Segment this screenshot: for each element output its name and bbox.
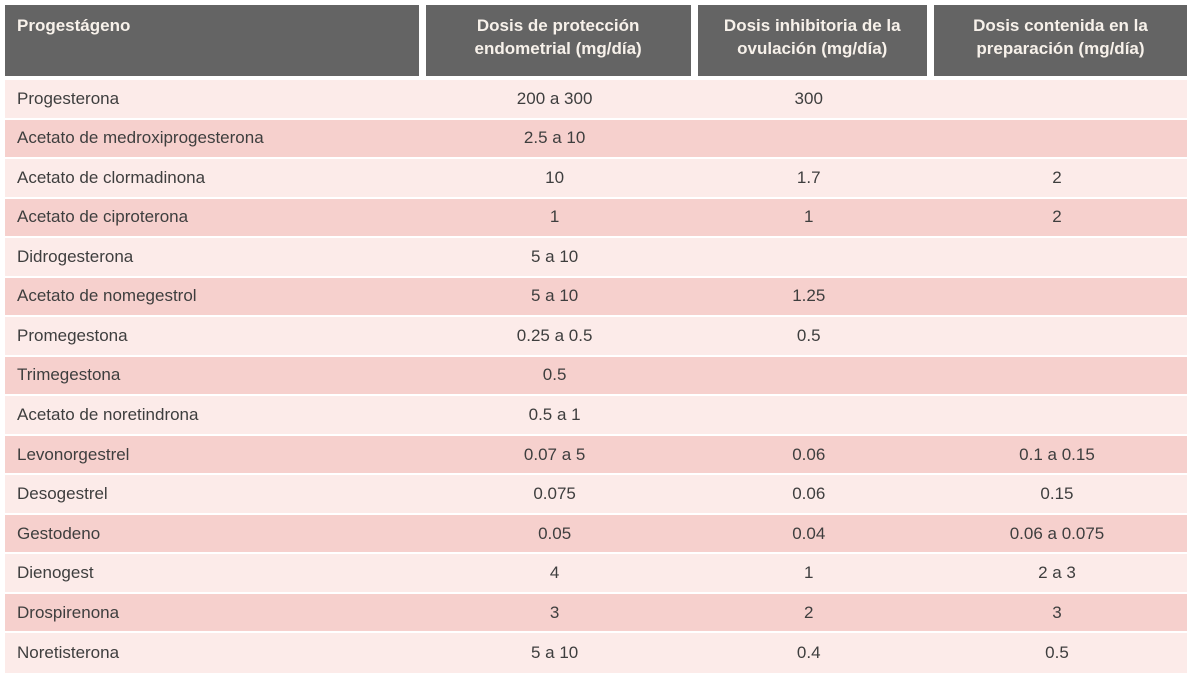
dose-value-cell: 2.5 a 10: [418, 119, 691, 160]
dose-value-cell: 1.25: [690, 277, 927, 318]
dose-value-cell: 0.06: [690, 435, 927, 476]
column-header-1: Dosis de protección endometrial (mg/día): [418, 5, 691, 80]
table-row: Acetato de nomegestrol 5 a 10 1.25: [5, 277, 1187, 318]
table-row: Levonorgestrel 0.07 a 5 0.06 0.1 a 0.15: [5, 435, 1187, 476]
dose-value-cell: 0.075: [418, 475, 691, 515]
dose-value-cell: 0.5 a 1: [418, 396, 691, 436]
table-row: Acetato de medroxiprogesterona 2.5 a 10: [5, 119, 1187, 160]
progestogen-name-cell: Drospirenona: [5, 593, 419, 634]
dose-value-cell: [690, 238, 927, 278]
dose-value-cell: 0.5: [418, 356, 691, 397]
dose-value-cell: [926, 356, 1187, 397]
column-header-3: Dosis contenida en la preparación (mg/dí…: [926, 5, 1187, 80]
table-row: Didrogesterona 5 a 10: [5, 238, 1187, 278]
progestogen-name-cell: Acetato de noretindrona: [5, 396, 419, 436]
dose-value-cell: [690, 119, 927, 160]
column-header-0: Progestágeno: [5, 5, 419, 80]
table-row: Progesterona 200 a 300 300: [5, 80, 1187, 120]
dose-value-cell: 0.5: [926, 633, 1187, 673]
dose-value-cell: 1: [418, 198, 691, 239]
dose-value-cell: 2: [690, 593, 927, 634]
column-header-2: Dosis inhibitoria de la ovulación (mg/dí…: [690, 5, 927, 80]
dose-value-cell: [926, 396, 1187, 436]
table-row: Trimegestona 0.5: [5, 356, 1187, 397]
progestogen-name-cell: Promegestona: [5, 317, 419, 357]
table-header: Progestágeno Dosis de protección endometr…: [5, 5, 1187, 80]
dose-value-cell: [926, 80, 1187, 120]
dose-value-cell: 2: [926, 159, 1187, 199]
progestogen-name-cell: Dienogest: [5, 554, 419, 594]
dose-value-cell: 0.5: [690, 317, 927, 357]
dose-value-cell: 1: [690, 198, 927, 239]
dose-value-cell: 200 a 300: [418, 80, 691, 120]
progestogen-name-cell: Noretisterona: [5, 633, 419, 673]
dose-value-cell: [690, 396, 927, 436]
progestogen-name-cell: Trimegestona: [5, 356, 419, 397]
table-row: Acetato de clormadinona 10 1.7 2: [5, 159, 1187, 199]
progestogen-dosage-table: Progestágeno Dosis de protección endometr…: [5, 5, 1187, 673]
dose-value-cell: 5 a 10: [418, 277, 691, 318]
progestogen-name-cell: Acetato de clormadinona: [5, 159, 419, 199]
dose-value-cell: [690, 356, 927, 397]
dose-value-cell: 10: [418, 159, 691, 199]
dose-value-cell: 0.06: [690, 475, 927, 515]
dose-value-cell: 0.06 a 0.075: [926, 514, 1187, 555]
dose-value-cell: [926, 317, 1187, 357]
dose-value-cell: 3: [926, 593, 1187, 634]
dose-value-cell: 3: [418, 593, 691, 634]
dose-value-cell: 0.4: [690, 633, 927, 673]
dose-value-cell: 4: [418, 554, 691, 594]
progestogen-name-cell: Gestodeno: [5, 514, 419, 555]
dose-value-cell: 0.07 a 5: [418, 435, 691, 476]
table-body: Progesterona 200 a 300 300 Acetato de medro…: [5, 80, 1187, 673]
table-row: Gestodeno 0.05 0.04 0.06 a 0.075: [5, 514, 1187, 555]
dose-value-cell: 2 a 3: [926, 554, 1187, 594]
table-row: Acetato de ciproterona 1 1 2: [5, 198, 1187, 239]
table-row: Promegestona 0.25 a 0.5 0.5: [5, 317, 1187, 357]
table-row: Noretisterona 5 a 10 0.4 0.5: [5, 633, 1187, 673]
dose-value-cell: 0.1 a 0.15: [926, 435, 1187, 476]
dose-value-cell: [926, 119, 1187, 160]
progestogen-name-cell: Acetato de nomegestrol: [5, 277, 419, 318]
table-row: Drospirenona 3 2 3: [5, 593, 1187, 634]
table-row: Dienogest 4 1 2 a 3: [5, 554, 1187, 594]
progestogen-name-cell: Levonorgestrel: [5, 435, 419, 476]
dose-value-cell: 2: [926, 198, 1187, 239]
dose-value-cell: 5 a 10: [418, 633, 691, 673]
progestogen-name-cell: Desogestrel: [5, 475, 419, 515]
dose-value-cell: 5 a 10: [418, 238, 691, 278]
table-row: Acetato de noretindrona 0.5 a 1: [5, 396, 1187, 436]
dose-value-cell: 0.05: [418, 514, 691, 555]
dose-value-cell: 1: [690, 554, 927, 594]
dose-value-cell: 0.15: [926, 475, 1187, 515]
dose-value-cell: [926, 238, 1187, 278]
header-row: Progestágeno Dosis de protección endometr…: [5, 5, 1187, 80]
dose-value-cell: 1.7: [690, 159, 927, 199]
progestogen-name-cell: Acetato de ciproterona: [5, 198, 419, 239]
progestogen-name-cell: Acetato de medroxiprogesterona: [5, 119, 419, 160]
progestogen-name-cell: Didrogesterona: [5, 238, 419, 278]
dose-value-cell: 0.25 a 0.5: [418, 317, 691, 357]
dose-value-cell: 300: [690, 80, 927, 120]
table-row: Desogestrel 0.075 0.06 0.15: [5, 475, 1187, 515]
dose-value-cell: 0.04: [690, 514, 927, 555]
dose-value-cell: [926, 277, 1187, 318]
progestogen-name-cell: Progesterona: [5, 80, 419, 120]
